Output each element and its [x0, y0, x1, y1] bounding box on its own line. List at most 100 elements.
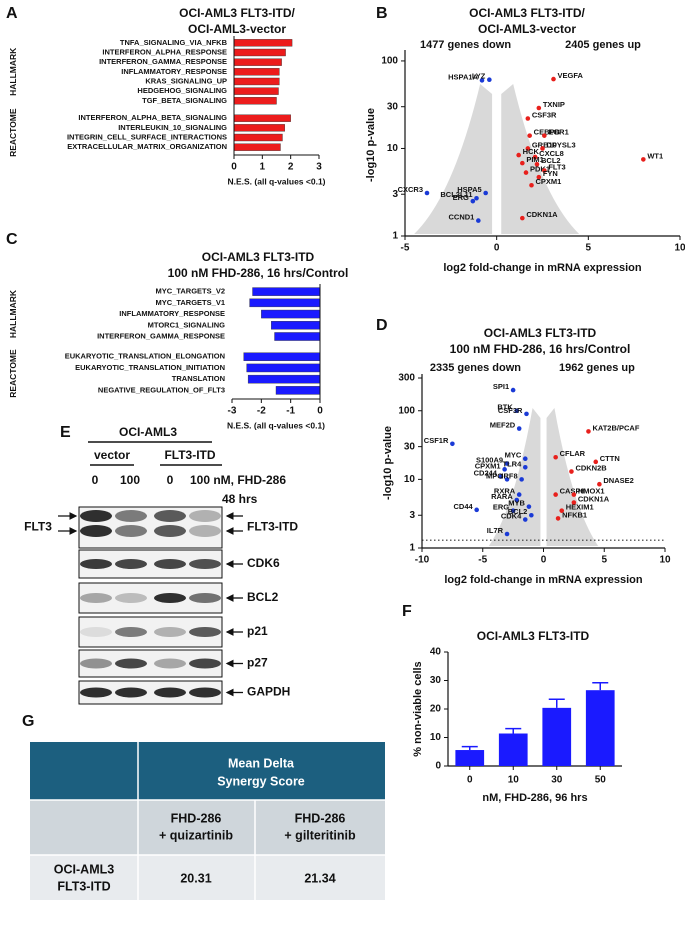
panel-letter: A [6, 5, 18, 22]
chart-title: 100 nM FHD-286, 16 hrs/Control [450, 342, 631, 356]
gene-point [542, 133, 547, 138]
annotation: 2335 genes down [430, 362, 521, 374]
blot-band [154, 658, 186, 669]
x-tick-label: 0 [494, 243, 500, 254]
chart-title: OCI-AML3 FLT3-ITD/ [469, 6, 585, 20]
gene-label: IRF8 [501, 471, 517, 480]
chart-title: OCI-AML3-vector [478, 22, 576, 36]
table-header-bg [30, 742, 385, 800]
gene-label: RARA [491, 492, 513, 501]
gene-label: MYC [505, 451, 522, 460]
blot-band [80, 687, 112, 698]
x-axis-title: log2 fold-change in mRNA expression [444, 574, 643, 586]
x-tick-label: 1 [260, 162, 266, 173]
group-label: vector [94, 448, 130, 462]
y-axis-title: -log10 p-value [382, 426, 394, 500]
gene-point [555, 516, 561, 521]
x-tick-label: -2 [257, 406, 266, 417]
blot-band [115, 559, 147, 569]
x-tick-label: 30 [551, 775, 563, 786]
gene-label: ERG [493, 503, 509, 512]
gene-label: ERG [453, 193, 469, 202]
bar [455, 750, 485, 766]
bar [271, 321, 321, 330]
chart-title: OCI-AML3 FLT3-ITD [202, 250, 315, 264]
gene-label: IL7R [487, 526, 504, 535]
gene-point [470, 198, 476, 204]
x-tick-label: 5 [601, 555, 607, 566]
bar [246, 363, 321, 373]
blot-band [154, 525, 186, 537]
blot-band [115, 525, 147, 537]
blot-band [115, 658, 147, 669]
panel-letter: E [60, 424, 71, 441]
bar [233, 133, 283, 142]
gene-label: PIM1 [526, 155, 544, 164]
y-tick-label: 0 [435, 761, 441, 772]
gene-label: CDKN1A [578, 495, 610, 504]
gene-point [450, 441, 455, 447]
x-tick-label: -1 [286, 406, 295, 417]
y-tick-label: 1 [392, 231, 398, 242]
gene-point [514, 497, 520, 503]
blot-band [80, 593, 112, 603]
y-tick-label: 300 [398, 373, 415, 384]
blot-band [115, 687, 147, 698]
gene-point [514, 408, 520, 414]
y-tick-label: 30 [387, 101, 399, 112]
gene-label: BCL2 [541, 156, 561, 165]
panel-letter: G [22, 713, 34, 730]
blot-band [154, 627, 186, 637]
gene-label: LYZ [472, 72, 486, 81]
table-value: 20.31 [180, 871, 211, 885]
gene-point [519, 477, 524, 482]
category-label: INFLAMMATORY_RESPONSE [121, 67, 227, 76]
category-label: HEDGEHOG_SIGNALING [137, 86, 227, 95]
category-label: EXTRACELLULAR_MATRIX_ORGANIZATION [67, 142, 227, 151]
y-tick-label: 20 [430, 704, 442, 715]
gene-point [559, 508, 565, 513]
gene-label: CXCL8 [539, 149, 564, 158]
bar [233, 143, 281, 151]
category-label: TRANSLATION [172, 374, 225, 383]
protein-label: FLT3-ITD [247, 520, 298, 534]
group-label: HALLMARK [8, 47, 18, 96]
gene-point [487, 77, 492, 83]
bar [233, 97, 277, 105]
gene-label: CPXM1 [536, 177, 562, 186]
gene-point [504, 531, 510, 537]
error-bar [461, 745, 478, 751]
category-label: TGF_BETA_SIGNALING [142, 96, 227, 105]
x-axis-title: nM, FHD-286, 96 hrs [482, 792, 587, 804]
blot-band [189, 687, 221, 698]
bar [233, 58, 282, 66]
blot-band [189, 510, 221, 522]
dose-label: 100 [120, 473, 140, 487]
blot-band [80, 525, 112, 537]
y-axis-title: % non-viable cells [412, 661, 424, 756]
blot-frame [78, 680, 223, 705]
category-label: MYC_TARGETS_V2 [156, 287, 225, 296]
protein-label: p27 [247, 656, 268, 670]
blot-band [189, 627, 221, 637]
y-tick-label: 10 [387, 143, 399, 154]
gene-label: HCK [523, 147, 540, 156]
blot-band [189, 559, 221, 569]
annotation: 2405 genes up [565, 39, 641, 51]
gene-point [504, 477, 510, 482]
gene-label: CEBPB [534, 128, 561, 137]
category-label: EUKARYOTIC_TRANSLATION_ELONGATION [65, 352, 225, 361]
gene-cloud [414, 84, 493, 234]
gene-point [522, 517, 528, 522]
chart-title: OCI-AML3-vector [188, 22, 286, 36]
table-header: Mean Delta [228, 756, 295, 770]
y-tick-label: 3 [409, 510, 415, 521]
gene-label: TXNIP [543, 100, 565, 109]
gene-label: KAT2B/PCAF [592, 423, 639, 432]
x-tick-label: 10 [674, 243, 685, 254]
gene-point [424, 190, 430, 196]
gene-label: BCL2 [508, 507, 528, 516]
column-header: FHD-286 [171, 811, 222, 825]
gene-point [529, 182, 534, 188]
blot-band [154, 559, 186, 569]
